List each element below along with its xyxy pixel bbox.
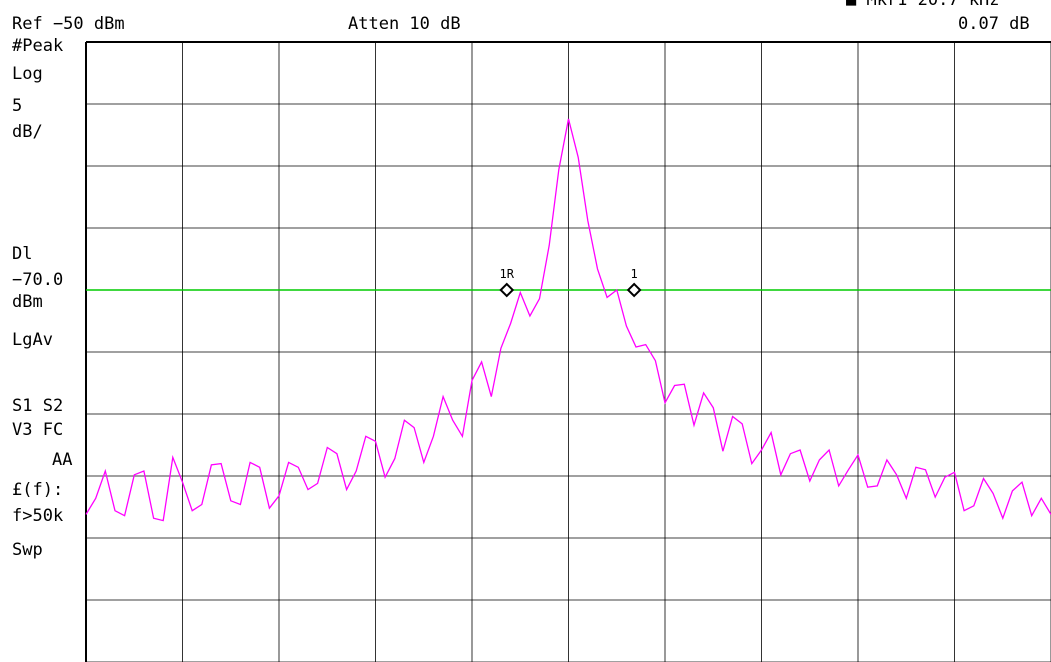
sweep-flags-row-1: S1 S2: [12, 396, 64, 416]
sweep-flags-row-3: AA: [52, 450, 73, 470]
detector-mode: #Peak: [12, 36, 64, 56]
marker-1-diamond: [626, 282, 642, 298]
display-line-label: Dl: [12, 244, 33, 264]
display-line-unit: dBm: [12, 292, 43, 312]
spectrum-trace: [85, 118, 1051, 522]
scale-unit: dB/: [12, 122, 43, 142]
display-line-value: −70.0: [12, 270, 64, 290]
ref-level: Ref −50 dBm: [12, 14, 125, 34]
sweep-flags-row-2: V3 FC: [12, 420, 64, 440]
sweep-label: Swp: [12, 540, 43, 560]
marker-delta-value: 0.07 dB: [958, 14, 1030, 34]
markers: 1R 1: [499, 267, 642, 298]
function-label: £(f):: [12, 480, 64, 500]
marker-1-label: 1: [631, 267, 638, 281]
attenuation: Atten 10 dB: [348, 14, 461, 34]
graticule: [85, 41, 1051, 662]
average-mode: LgAv: [12, 330, 53, 350]
function-value: f>50k: [12, 506, 64, 526]
marker-1r-diamond: [499, 282, 515, 298]
scale-type: Log: [12, 64, 43, 84]
marker-delta-frequency: ■ Mkr1 20.7 kHz: [846, 0, 1000, 10]
marker-1r-label: 1R: [500, 267, 515, 281]
scale-value: 5: [12, 96, 23, 116]
